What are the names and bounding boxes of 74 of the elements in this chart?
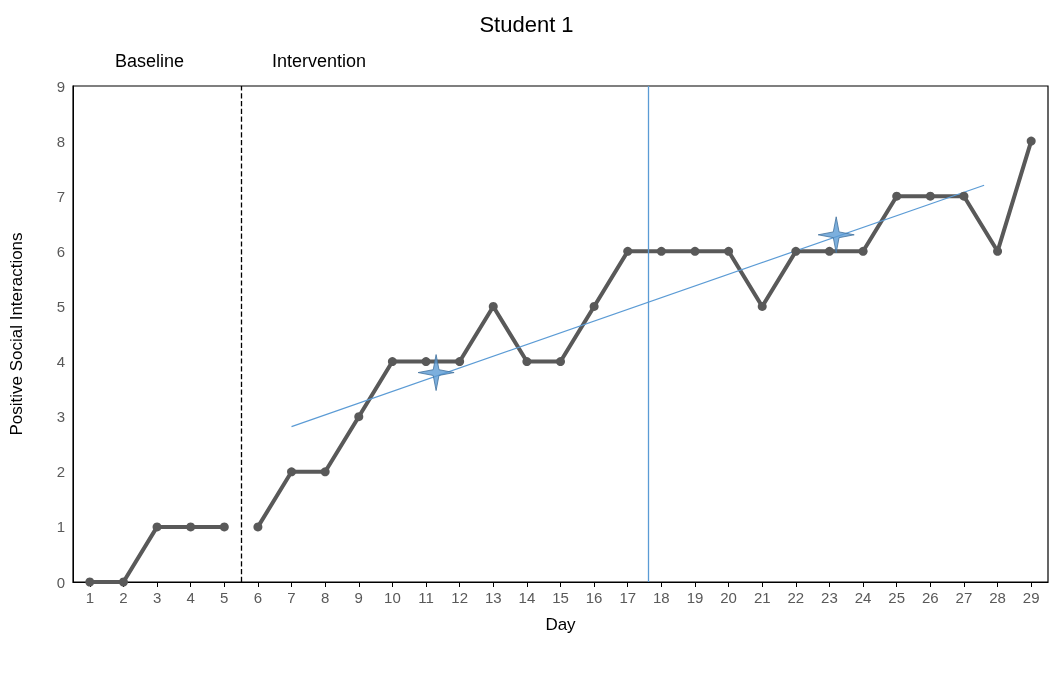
y-tick-label: 8 bbox=[56, 132, 65, 150]
point bbox=[858, 246, 868, 256]
x-tick-label: 10 bbox=[384, 589, 401, 606]
point bbox=[85, 577, 95, 587]
x-tick-label: 12 bbox=[451, 589, 468, 606]
point bbox=[320, 467, 330, 477]
point bbox=[417, 354, 455, 392]
point bbox=[690, 246, 700, 256]
x-tick-label: 2 bbox=[119, 589, 128, 606]
text: Intervention bbox=[272, 51, 367, 71]
x-tick-label: 24 bbox=[854, 589, 872, 606]
point bbox=[354, 412, 364, 422]
x-tick-label: 17 bbox=[619, 589, 637, 606]
point bbox=[623, 246, 633, 256]
point bbox=[791, 246, 801, 256]
point bbox=[589, 301, 599, 311]
x-tick-label: 22 bbox=[787, 589, 805, 606]
point bbox=[219, 522, 229, 532]
x-tick-label: 3 bbox=[152, 589, 162, 606]
point bbox=[455, 357, 465, 367]
point bbox=[152, 522, 162, 532]
x-axis-title: Day bbox=[545, 615, 577, 634]
x-tick-label: 28 bbox=[989, 589, 1006, 606]
x-tick-label: 8 bbox=[320, 589, 330, 606]
point bbox=[118, 577, 128, 587]
x-tick-label: 20 bbox=[720, 589, 737, 606]
text: Baseline bbox=[115, 51, 185, 71]
point bbox=[421, 357, 431, 367]
chart-title: Student 1 bbox=[479, 11, 574, 37]
point bbox=[522, 357, 532, 367]
x-tick-label: 1 bbox=[85, 589, 94, 606]
point bbox=[757, 301, 767, 311]
y-tick-label: 5 bbox=[56, 297, 65, 315]
x-tick-label: 11 bbox=[418, 589, 434, 606]
point bbox=[287, 467, 297, 477]
y-tick-label: 1 bbox=[56, 518, 65, 536]
y-tick-label: 4 bbox=[56, 353, 65, 371]
x-tick-label: 5 bbox=[220, 589, 229, 606]
x-tick-label: 18 bbox=[653, 589, 670, 606]
x-tick-label: 6 bbox=[253, 589, 263, 606]
x-tick-label: 21 bbox=[753, 589, 771, 606]
point bbox=[959, 191, 969, 201]
y-tick-label: 6 bbox=[56, 242, 65, 260]
point bbox=[925, 191, 935, 201]
point bbox=[186, 522, 196, 532]
point bbox=[817, 216, 855, 254]
x-tick-label: 19 bbox=[686, 589, 704, 606]
point bbox=[824, 246, 834, 256]
point bbox=[1026, 136, 1036, 146]
point bbox=[724, 246, 734, 256]
x-tick-label: 14 bbox=[518, 589, 536, 606]
y-tick-label: 9 bbox=[56, 77, 65, 95]
x-tick-label: 13 bbox=[484, 589, 502, 606]
y-tick-label: 0 bbox=[56, 573, 65, 591]
x-tick-label: 25 bbox=[888, 589, 906, 606]
x-tick-label: 27 bbox=[955, 589, 973, 606]
point bbox=[556, 357, 565, 367]
y-tick-label: 3 bbox=[56, 408, 65, 426]
point bbox=[488, 301, 498, 311]
x-tick-label: 9 bbox=[354, 589, 363, 606]
x-tick-label: 26 bbox=[921, 589, 939, 606]
x-tick-label: 15 bbox=[552, 589, 569, 606]
y-axis-title: Positive Social Interactions bbox=[7, 232, 26, 436]
x-tick-label: 7 bbox=[287, 589, 296, 606]
point bbox=[656, 246, 666, 256]
y-tick-label: 7 bbox=[56, 187, 65, 205]
x-tick-label: 29 bbox=[1022, 589, 1040, 606]
point bbox=[892, 191, 902, 201]
point bbox=[387, 357, 397, 367]
x-tick-label: 4 bbox=[186, 589, 195, 606]
x-tick-label: 23 bbox=[821, 589, 838, 606]
point bbox=[253, 522, 263, 532]
y-tick-label: 2 bbox=[56, 463, 65, 481]
x-tick-label: 16 bbox=[585, 589, 603, 606]
